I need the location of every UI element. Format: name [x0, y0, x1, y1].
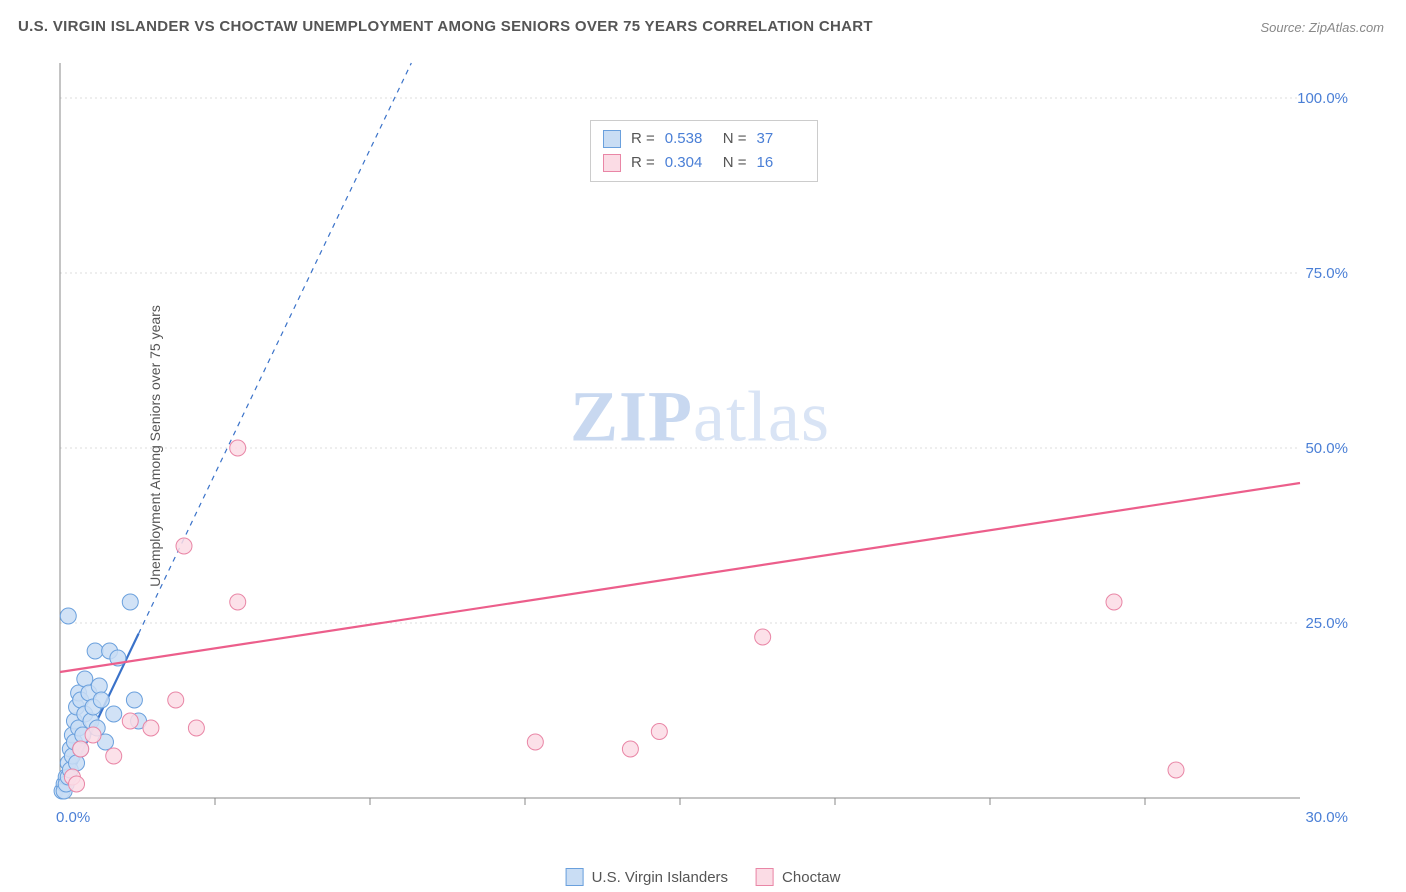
svg-text:75.0%: 75.0%: [1305, 265, 1348, 282]
legend-label: U.S. Virgin Islanders: [592, 869, 728, 886]
legend-label: Choctaw: [782, 869, 840, 886]
swatch-usvi-bottom: [566, 868, 584, 886]
svg-text:50.0%: 50.0%: [1305, 440, 1348, 457]
swatch-choctaw-bottom: [756, 868, 774, 886]
stats-legend-box: R = 0.538 N = 37 R = 0.304 N = 16: [590, 120, 818, 182]
legend-item-usvi: U.S. Virgin Islanders: [566, 868, 728, 886]
chart-source: Source: ZipAtlas.com: [1260, 20, 1384, 35]
plot-area: 25.0%50.0%75.0%100.0%0.0%30.0% ZIPatlas …: [50, 58, 1350, 838]
swatch-usvi: [603, 130, 621, 148]
stats-row-choctaw: R = 0.304 N = 16: [603, 151, 805, 175]
svg-text:25.0%: 25.0%: [1305, 615, 1348, 632]
chart-title: U.S. VIRGIN ISLANDER VS CHOCTAW UNEMPLOY…: [18, 18, 873, 35]
legend-item-choctaw: Choctaw: [756, 868, 840, 886]
svg-text:30.0%: 30.0%: [1305, 809, 1348, 826]
correlation-chart: U.S. VIRGIN ISLANDER VS CHOCTAW UNEMPLOY…: [0, 0, 1406, 892]
stats-row-usvi: R = 0.538 N = 37: [603, 127, 805, 151]
bottom-legend: U.S. Virgin Islanders Choctaw: [566, 868, 841, 886]
svg-text:100.0%: 100.0%: [1297, 90, 1348, 107]
svg-text:0.0%: 0.0%: [56, 809, 90, 826]
swatch-choctaw: [603, 154, 621, 172]
